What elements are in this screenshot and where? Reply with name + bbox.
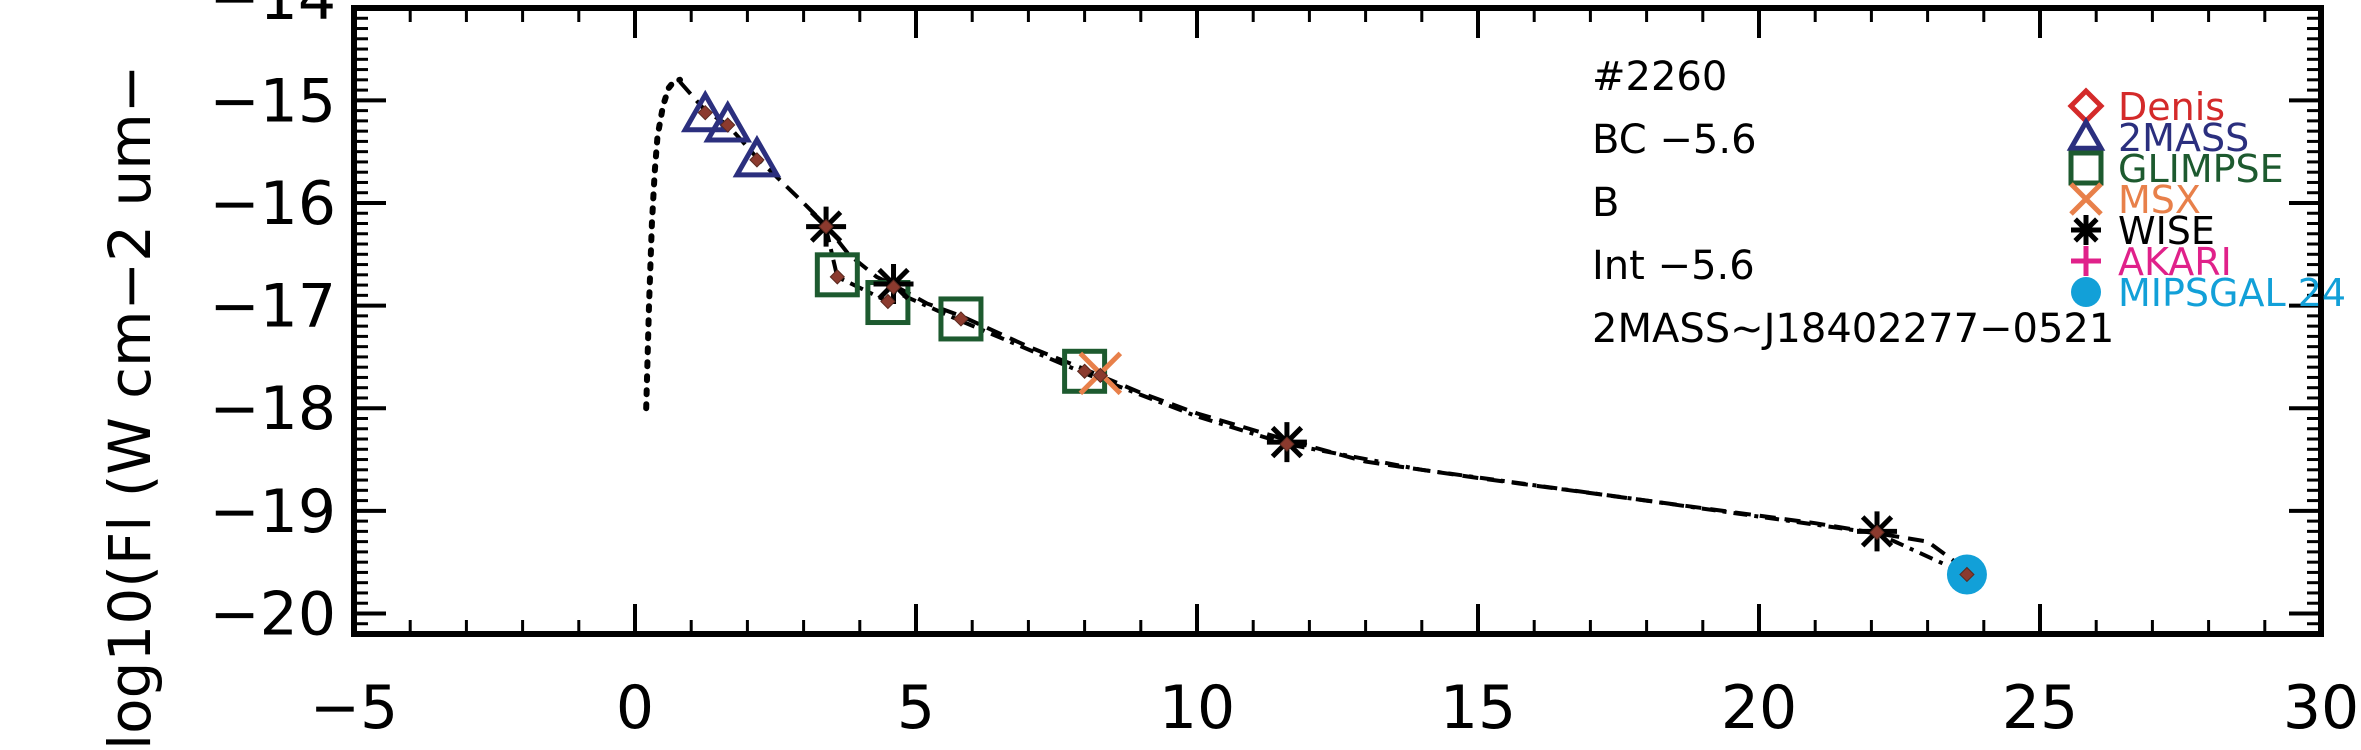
- x-tick-label: 5: [897, 673, 935, 743]
- annotation-text: BC −5.6: [1592, 117, 1757, 163]
- legend-label: Denis: [2118, 85, 2225, 129]
- model-point: [749, 152, 765, 168]
- model-point: [818, 218, 834, 235]
- legend-label: AKARI: [2118, 240, 2232, 284]
- x-tick-label: −5: [310, 673, 398, 743]
- y-tick-label: −15: [209, 66, 336, 136]
- y-tick-labels: −20 −19 −18 −17 −16 −15 −14: [209, 0, 336, 649]
- model-point: [953, 311, 969, 327]
- y-tick-label: −19: [209, 477, 336, 547]
- legend-marker-glimpse: [2068, 150, 2104, 186]
- model-point: [1959, 566, 1975, 583]
- model-curve-dashdot: [824, 228, 1968, 577]
- model-point: [1076, 363, 1093, 379]
- annotations: #2260 BC −5.6 B Int −5.6 2MASS~J18402277−052…: [1592, 54, 2114, 352]
- x-tick-label: 0: [616, 673, 654, 743]
- marker-2mass: [732, 134, 782, 178]
- legend-label: MSX: [2118, 178, 2201, 222]
- legend-label: MIPSGAL 24: [2118, 271, 2346, 315]
- annotation-text: B: [1592, 180, 1619, 226]
- legend-marker-denis: [2067, 87, 2105, 125]
- x-tick-labels: −5 0 5 10 15 20 25 30: [310, 673, 2359, 743]
- annotation-text: Int −5.6: [1592, 243, 1755, 289]
- marker-2mass: [703, 99, 753, 143]
- legend-label: WISE: [2118, 209, 2215, 253]
- model-points: [697, 104, 1975, 583]
- y-tick-label: −14: [209, 0, 336, 34]
- model-point: [1279, 436, 1295, 452]
- legend-label: GLIMPSE: [2118, 147, 2284, 191]
- x-tick-label: 20: [1721, 673, 1797, 743]
- y-tick-label: −16: [209, 169, 336, 239]
- marker-2mass: [680, 89, 730, 133]
- x-tick-label: 10: [1159, 673, 1235, 743]
- x-tick-label: 25: [2002, 673, 2078, 743]
- marker-glimpse: [938, 296, 984, 342]
- x-tick-label: 30: [2283, 673, 2359, 743]
- axis-ticks: [352, 6, 2323, 636]
- legend-marker-2mass: [2066, 116, 2106, 151]
- plot-frame: [351, 5, 2324, 637]
- annotation-text: 2MASS~J18402277−0521: [1592, 306, 2114, 352]
- model-point: [1869, 524, 1885, 541]
- y-tick-label: −17: [209, 272, 336, 342]
- marker-glimpse: [814, 252, 860, 298]
- model-point: [1092, 367, 1109, 384]
- model-curve-dashed: [678, 80, 1969, 573]
- annotation-text: #2260: [1592, 54, 1727, 100]
- model-point: [880, 293, 896, 310]
- legend-marker-msx: [2069, 182, 2103, 216]
- legend-marker-wise: [2071, 215, 2101, 245]
- y-axis-label: log10(Fl (W cm−2 um−: [96, 65, 164, 750]
- model-point: [697, 104, 713, 121]
- y-tick-label: −18: [209, 374, 336, 444]
- legend-label: 2MASS: [2118, 116, 2249, 160]
- model-point: [829, 269, 846, 285]
- x-tick-label: 15: [1440, 673, 1516, 743]
- y-tick-label: −20: [209, 579, 336, 649]
- legend-marker-akari: [2071, 246, 2101, 276]
- legend-marker-mipsgal-24: [2071, 277, 2101, 307]
- model-point: [885, 279, 902, 295]
- model-point: [720, 117, 736, 133]
- model-curve-dotted: [643, 76, 683, 412]
